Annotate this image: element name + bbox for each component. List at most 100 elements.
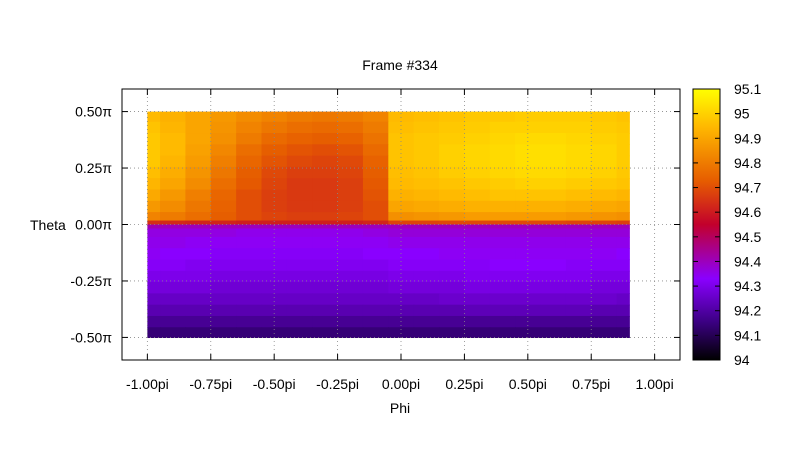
heatmap-cell (413, 304, 440, 317)
heatmap-cell (565, 282, 592, 294)
heatmap-cell (439, 178, 466, 191)
heatmap-cell (362, 327, 389, 339)
heatmap-cell (147, 248, 161, 261)
heatmap-cell (616, 228, 630, 238)
heatmap-cell (362, 155, 389, 168)
heatmap-cell (540, 282, 567, 294)
heatmap-cell (160, 228, 187, 238)
heatmap-cell (464, 304, 491, 317)
heatmap-cell (464, 111, 491, 123)
heatmap-cell (236, 133, 263, 145)
heatmap-cell (160, 293, 187, 306)
heatmap-cell (210, 315, 237, 328)
heatmap-cell (591, 111, 618, 123)
heatmap-cell (565, 111, 592, 123)
heatmap-cell (362, 293, 389, 306)
heatmap-cell (236, 248, 263, 261)
heatmap-cell (261, 304, 288, 317)
colorbar-frame (692, 88, 721, 361)
heatmap-cell (464, 144, 491, 157)
heatmap-cell (439, 111, 466, 123)
heatmap-cell (362, 200, 389, 213)
heatmap-cell (286, 228, 313, 238)
heatmap-cell (312, 189, 339, 202)
heatmap-cell (439, 189, 466, 202)
y-tick-label: -0.50π (70, 329, 112, 345)
heatmap-cell (185, 248, 212, 261)
heatmap-cell (591, 236, 618, 249)
heatmap-cell (565, 200, 592, 213)
heatmap-cell (210, 200, 237, 213)
heatmap-cell (312, 224, 339, 230)
heatmap-cell (388, 189, 415, 202)
heatmap-cell (160, 189, 187, 202)
heatmap-cell (286, 259, 313, 272)
heatmap-cell (515, 248, 542, 261)
heatmap-cell (591, 220, 618, 226)
heatmap-cell (261, 270, 288, 283)
heatmap-cell (540, 236, 567, 249)
heatmap-cell (160, 144, 187, 157)
heatmap-cell (591, 259, 618, 272)
heatmap-cell (312, 282, 339, 294)
heatmap-cell (210, 304, 237, 317)
heatmap-cell (312, 228, 339, 238)
x-tick-label: -0.50pi (253, 376, 296, 392)
heatmap-cell (286, 248, 313, 261)
heatmap-cell (565, 315, 592, 328)
heatmap-cell (312, 293, 339, 306)
heatmap-cell (413, 248, 440, 261)
heatmap-cell (439, 133, 466, 145)
heatmap-cell (160, 220, 187, 226)
heatmap-cell (147, 293, 161, 306)
heatmap-cell (464, 155, 491, 168)
heatmap-cell (236, 236, 263, 249)
heatmap-cell (616, 248, 630, 261)
heatmap-cell (591, 224, 618, 230)
heatmap-cell (362, 270, 389, 283)
heatmap-cell (147, 304, 161, 317)
heatmap-cell (565, 166, 592, 179)
heatmap-cell (388, 111, 415, 123)
y-tick-label: 0.00π (75, 217, 112, 233)
heatmap-cell (591, 178, 618, 191)
heatmap-cell (616, 200, 630, 213)
heatmap-cell (565, 121, 592, 134)
heatmap-cell (236, 327, 263, 339)
colorbar-tick-label: 94.2 (734, 303, 761, 319)
heatmap-cell (210, 111, 237, 123)
heatmap-cell (489, 212, 516, 222)
heatmap-cell (464, 178, 491, 191)
x-tick-label: 0.25pi (445, 376, 483, 392)
heatmap-cell (515, 224, 542, 230)
colorbar-gradient (693, 89, 720, 360)
heatmap-cell (337, 200, 364, 213)
heatmap-cell (286, 293, 313, 306)
heatmap-cell (286, 315, 313, 328)
heatmap-cell (337, 315, 364, 328)
heatmap-cell (413, 144, 440, 157)
heatmap-cell (160, 224, 187, 230)
heatmap-cell (591, 248, 618, 261)
heatmap-cell (515, 166, 542, 179)
heatmap-cell (236, 166, 263, 179)
heatmap-cell (413, 178, 440, 191)
heatmap-cell (147, 270, 161, 283)
heatmap-cell (591, 133, 618, 145)
heatmap-cell (337, 224, 364, 230)
heatmap-cell (185, 224, 212, 230)
heatmap-cell (413, 111, 440, 123)
heatmap-cell (439, 293, 466, 306)
heatmap-cell (616, 282, 630, 294)
heatmap-cell (312, 270, 339, 283)
heatmap-cell (464, 189, 491, 202)
heatmap-cell (185, 200, 212, 213)
heatmap-cell (616, 236, 630, 249)
heatmap-cell (489, 327, 516, 339)
heatmap-cell (565, 224, 592, 230)
heatmap-cell (236, 155, 263, 168)
heatmap-cell (591, 121, 618, 134)
heatmap-cell (591, 144, 618, 157)
heatmap-cell (515, 304, 542, 317)
heatmap-cell (515, 327, 542, 339)
